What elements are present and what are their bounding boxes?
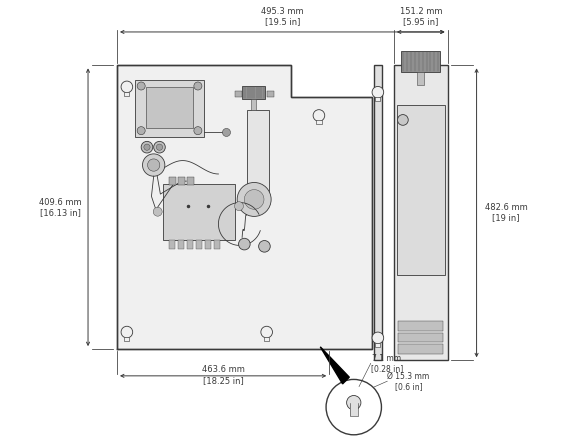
Circle shape (121, 326, 133, 338)
Bar (251, 99, 256, 110)
Bar (402, 51, 440, 72)
Bar (169, 240, 175, 250)
Text: 463.6 mm
[18.25 in]: 463.6 mm [18.25 in] (202, 366, 244, 385)
Bar (235, 91, 242, 97)
Circle shape (137, 127, 145, 135)
Bar (135, 80, 204, 137)
Bar (213, 240, 220, 250)
Bar (375, 97, 380, 101)
Circle shape (235, 202, 243, 211)
Text: 482.6 mm
[19 in]: 482.6 mm [19 in] (484, 203, 527, 223)
Text: 151.2 mm
[5.95 in]: 151.2 mm [5.95 in] (399, 7, 442, 26)
Circle shape (261, 326, 272, 338)
Bar (242, 86, 265, 99)
Bar (247, 110, 269, 193)
Bar (374, 65, 382, 360)
Polygon shape (320, 347, 349, 384)
Bar (398, 332, 443, 342)
Circle shape (194, 82, 202, 90)
Bar (178, 240, 184, 250)
Bar (267, 91, 274, 97)
Bar (394, 65, 447, 360)
Text: 7.1 mm
[0.28 in]: 7.1 mm [0.28 in] (370, 353, 403, 373)
Bar (205, 240, 211, 250)
Bar (375, 343, 380, 347)
Bar (187, 177, 194, 185)
Bar (187, 240, 193, 250)
Bar (196, 240, 202, 250)
Circle shape (223, 129, 231, 137)
Bar (163, 184, 235, 240)
Bar (398, 110, 409, 128)
Circle shape (157, 144, 162, 151)
Bar (264, 337, 269, 341)
Polygon shape (117, 65, 372, 349)
Circle shape (398, 115, 408, 125)
Bar (350, 403, 358, 416)
Bar (146, 87, 194, 128)
Circle shape (239, 238, 250, 250)
Circle shape (194, 127, 202, 135)
Bar (398, 321, 443, 331)
Text: 409.6 mm
[16.13 in]: 409.6 mm [16.13 in] (39, 198, 81, 217)
Bar (417, 72, 424, 85)
Text: 495.3 mm
[19.5 in]: 495.3 mm [19.5 in] (261, 7, 303, 26)
Circle shape (258, 241, 271, 252)
Bar (316, 121, 321, 125)
Circle shape (143, 154, 165, 176)
Circle shape (347, 396, 361, 410)
Text: Ø 15.3 mm
[0.6 in]: Ø 15.3 mm [0.6 in] (387, 371, 429, 391)
Bar (124, 92, 129, 96)
Circle shape (153, 207, 162, 216)
Circle shape (313, 110, 325, 121)
Circle shape (144, 144, 150, 151)
Bar (169, 177, 176, 185)
Circle shape (141, 142, 153, 153)
Bar (397, 105, 445, 276)
Circle shape (147, 159, 160, 171)
Circle shape (372, 332, 384, 344)
Bar (124, 337, 129, 341)
Bar (398, 344, 443, 353)
Circle shape (237, 182, 271, 216)
Circle shape (154, 142, 165, 153)
Circle shape (244, 190, 264, 209)
Circle shape (326, 379, 381, 435)
Circle shape (121, 81, 133, 93)
Circle shape (372, 86, 384, 98)
Circle shape (137, 82, 145, 90)
Bar (178, 177, 186, 185)
